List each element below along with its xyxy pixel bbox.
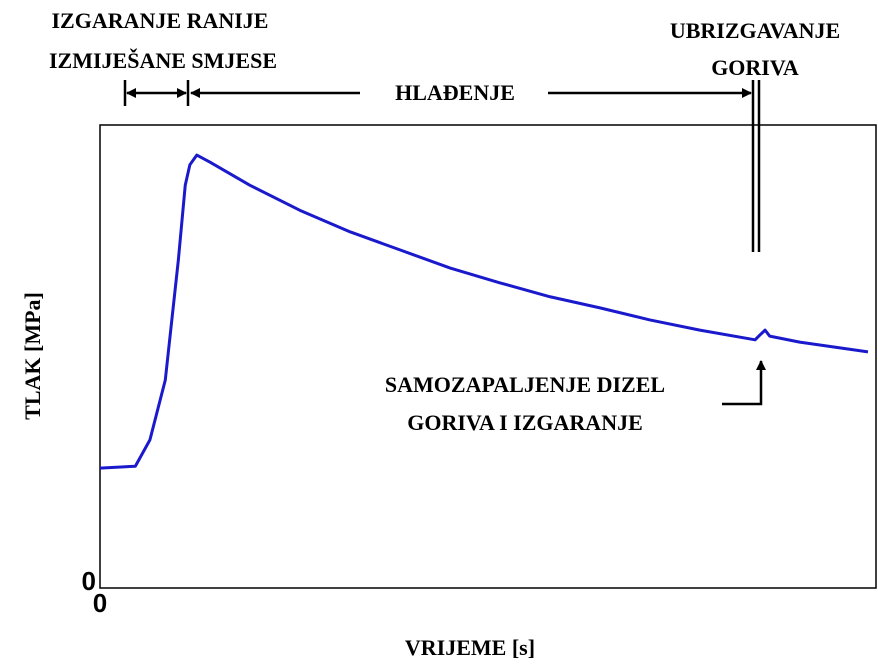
annotation: IZMIJEŠANE SMJESE [49, 48, 277, 73]
x-tick-label: 0 [93, 588, 107, 618]
annotation: UBRIZGAVANJE [670, 18, 840, 43]
arrows [123, 80, 766, 406]
x-axis-label: VRIJEME [s] [405, 635, 535, 660]
annotation: HLAĐENJE [395, 80, 515, 105]
annotation: GORIVA I IZGARANJE [407, 410, 643, 435]
line-series [99, 153, 869, 470]
y-tick-label: 0 [82, 566, 96, 596]
annotation: SAMOZAPALJENJE DIZEL [385, 372, 665, 397]
plot-frame [99, 124, 877, 589]
y-axis-label: TLAK [MPa] [20, 292, 45, 420]
annotation: IZGARANJE RANIJE [52, 8, 269, 33]
annotation: GORIVA [711, 55, 799, 80]
